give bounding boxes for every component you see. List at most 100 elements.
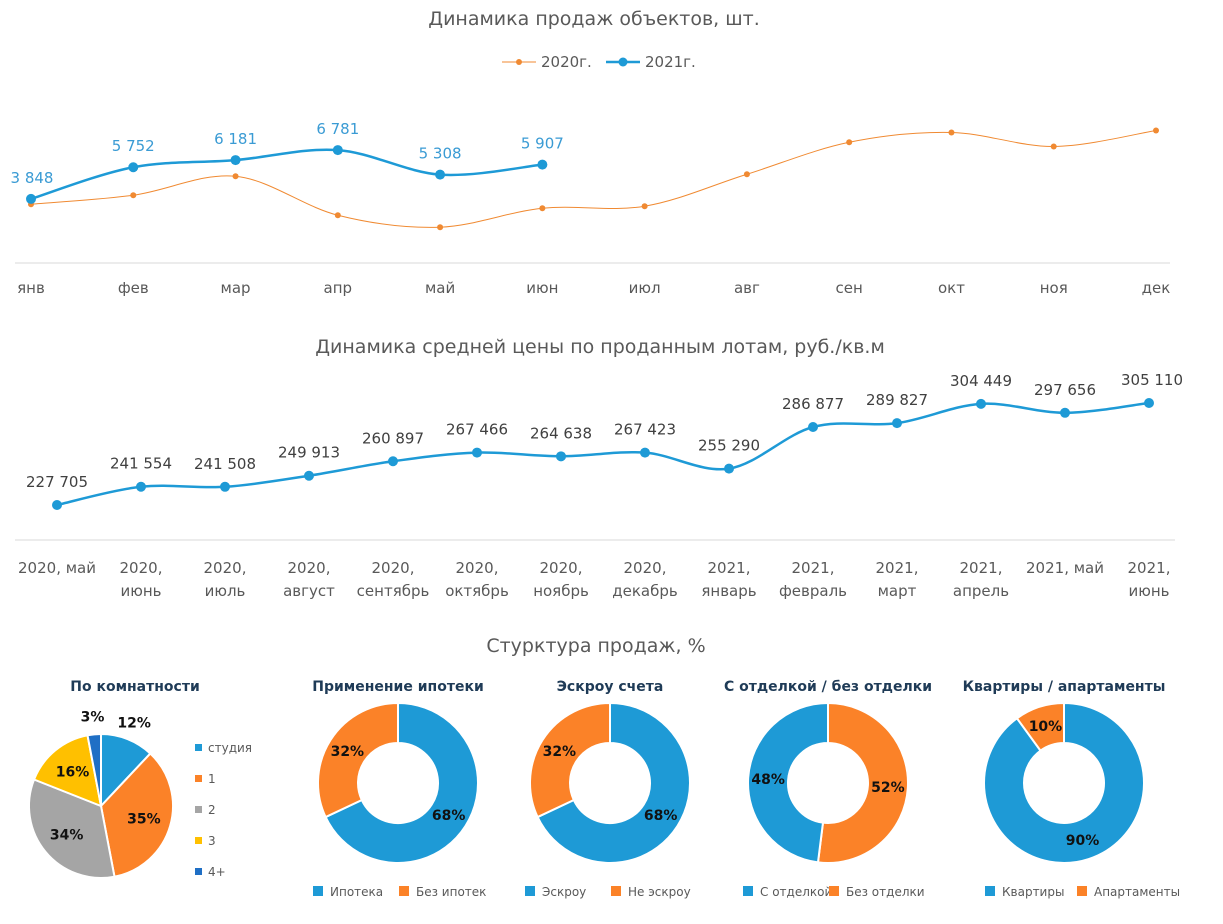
data-label: 3 848 [11,169,54,187]
x-tick-label: октябрь [445,582,509,600]
x-tick-label: июнь [120,582,161,600]
slice-1 [816,701,909,864]
data-label: 289 827 [866,391,928,409]
slice-label: 34% [50,827,84,843]
series-2021-point [435,169,446,180]
slice-label: 52% [871,780,905,796]
x-tick-label: февраль [779,582,847,600]
slice-1 [1015,701,1065,753]
price-point [976,398,986,409]
data-label: 6 181 [214,130,257,148]
series-2020-point [948,129,955,136]
series-2020-point [539,205,546,212]
data-label: 267 423 [614,421,676,439]
legend-label: Без ипотек [416,885,486,899]
series-2020-point [437,224,444,231]
x-tick-label: июль [205,582,246,600]
data-label: 6 781 [316,120,359,138]
x-tick-label: 2020, [624,559,667,577]
legend-swatch [829,886,839,896]
price-line [56,401,1150,507]
slice-1 [317,701,399,819]
x-tick-label: фев [118,279,149,297]
slice-label: 68% [432,808,466,824]
series-2021-point [26,193,36,204]
chart-title: Динамика продаж объектов, шт. [428,8,760,30]
x-tick-label: июн [526,279,558,297]
slice-label: 90% [1066,833,1100,849]
slice-0 [536,701,691,864]
x-tick-label: июнь [1128,582,1169,600]
x-tick-label: 2020, [540,559,583,577]
slice-label: 35% [127,811,161,827]
legend-label: 4+ [208,865,226,879]
x-tick-label: 2020, [204,559,247,577]
x-tick-label: 2021, [1128,559,1171,577]
legend-label-2020: 2020г. [541,53,592,71]
data-label: 5 308 [419,145,462,163]
slice-label: 16% [56,765,90,781]
subchart-title: Квартиры / апартаменты [963,679,1166,695]
x-tick-label: 2020, [372,559,415,577]
data-label: 255 290 [698,437,760,455]
legend-swatch [1077,886,1087,896]
x-tick-label: ноябрь [533,582,589,600]
x-tick-label: 2021, май [1026,559,1104,577]
series-2020-point [1050,143,1057,150]
slice-1 [99,752,174,878]
legend-swatch [985,886,995,896]
slice-label: 32% [543,744,577,760]
x-tick-label: 2021, [876,559,919,577]
x-tick-label: апрель [953,582,1009,600]
subchart-title: С отделкой / без отделки [724,679,932,695]
slice-3 [32,734,103,808]
slice-4 [86,732,102,807]
data-label: 304 449 [950,372,1012,390]
chart-title: Динамика средней цены по проданным лотам… [315,336,885,358]
data-label: 241 508 [194,455,256,473]
x-tick-label: янв [17,279,45,297]
x-tick-label: 2020, [288,559,331,577]
legend-label: Апартаменты [1094,885,1180,899]
x-tick-label: март [878,582,917,600]
series-2020-point [846,139,853,146]
x-tick-label: мар [221,279,251,297]
data-label: 286 877 [782,395,844,413]
data-label: 5 907 [521,135,564,153]
data-label: 305 110 [1121,371,1183,389]
series-2020-point [641,203,648,210]
x-tick-label: дек [1142,279,1171,297]
legend-swatch [195,868,202,875]
slice-0 [324,701,479,864]
x-tick-label: 2020, май [18,559,96,577]
x-tick-label: 2021, [960,559,1003,577]
price-point [808,422,818,433]
price-point [52,500,62,510]
legend-label: Эскроу [542,885,586,899]
legend-label: 2 [208,803,216,817]
x-tick-label: май [425,279,455,297]
price-point [724,463,734,474]
series-2020-point [130,192,137,199]
slice-1 [529,701,611,819]
x-tick-label: авг [734,279,760,297]
series-2021-point [537,159,548,170]
subchart-title: Применение ипотеки [312,679,484,695]
price-point [1144,397,1154,408]
legend-swatch [195,806,202,813]
x-tick-label: 2020, [120,559,163,577]
legend-label: 3 [208,834,216,848]
data-label: 241 554 [110,455,172,473]
legend-label: Квартиры [1002,885,1064,899]
series-2020-point [232,173,239,180]
legend-swatch [399,886,409,896]
legend-swatch [525,886,535,896]
data-label: 264 638 [530,424,592,442]
subchart-title: Эскроу счета [557,679,664,695]
price-point [388,456,398,467]
x-tick-label: 2020, [456,559,499,577]
slice-label: 10% [1029,719,1063,735]
x-tick-label: 2021, [708,559,751,577]
data-label: 5 752 [112,137,155,155]
legend-label: 1 [208,772,216,786]
